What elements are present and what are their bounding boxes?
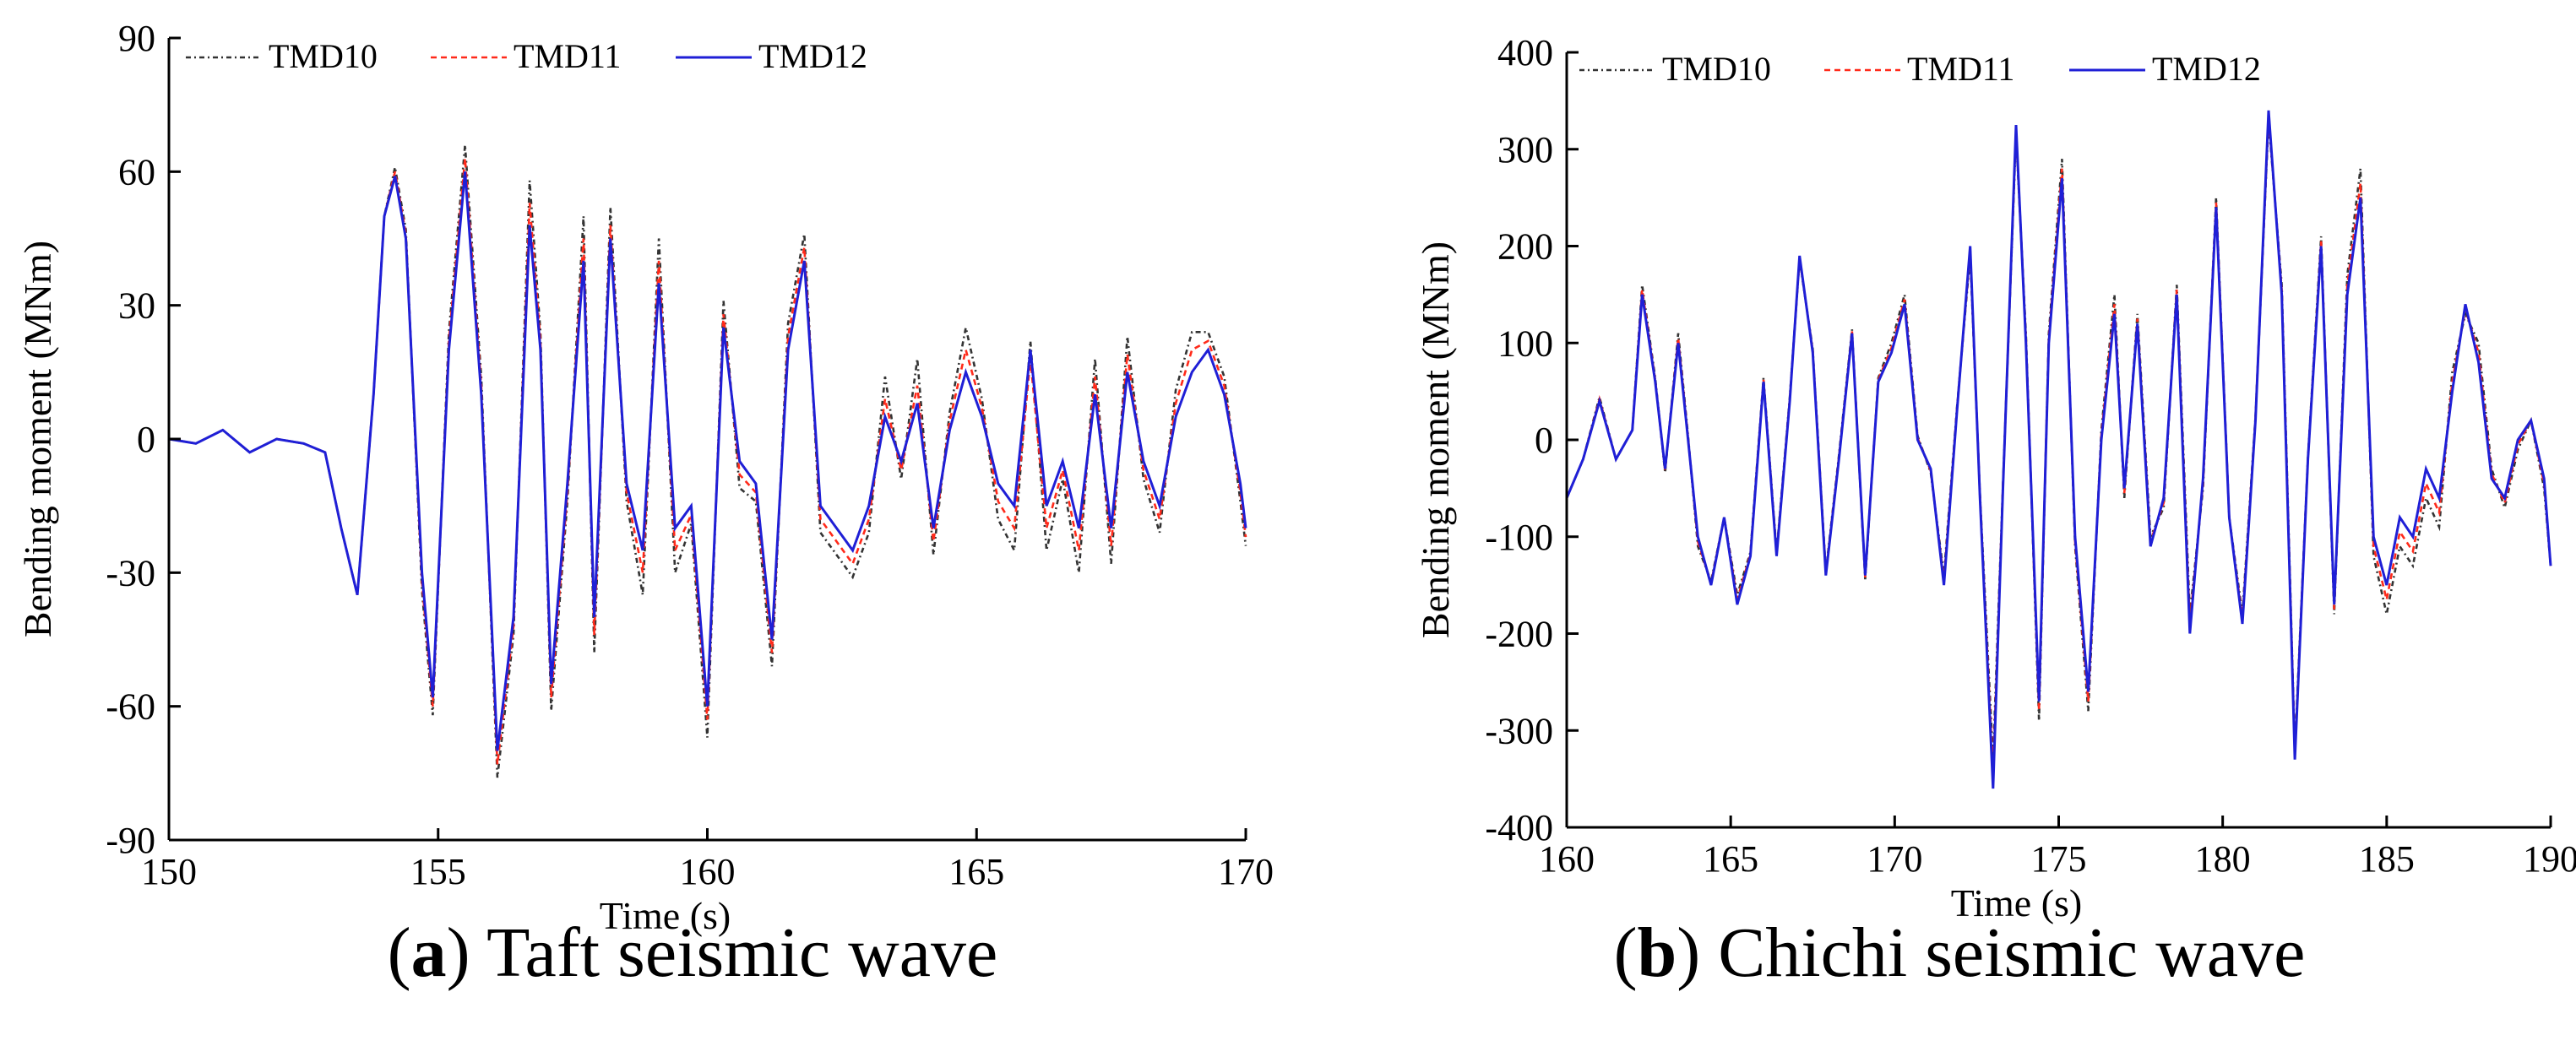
series-line-tmd12	[168, 171, 1247, 751]
y-tick-label: 300	[1497, 129, 1553, 171]
x-tick-label: 160	[680, 851, 736, 892]
x-tick-label: 185	[2359, 838, 2415, 880]
chart-taft: -90 -60 -30 0 30 60 90 150 155 160 165 170 Time (s) B…	[16, 18, 1274, 937]
y-tick-label: -100	[1485, 517, 1553, 558]
chart-chichi: -400 -300 -200 -100 0 100 200 300 400 160 165 170 17…	[1414, 32, 2576, 924]
caption-b: (b) Chichi seismic wave	[1613, 913, 2306, 992]
caption-b-text: Chichi seismic wave	[1718, 913, 2306, 992]
y-tick-label: 400	[1497, 32, 1553, 73]
legend-label-tmd10: TMD10	[1662, 50, 1771, 88]
legend-label-tmd11: TMD11	[1907, 50, 2014, 88]
y-tick-label: 90	[118, 18, 155, 59]
y-axis-label: Bending moment (MNm)	[16, 241, 59, 637]
x-axis-label: Time (s)	[1951, 881, 2083, 924]
y-tick-label: -300	[1485, 710, 1553, 751]
legend-label-tmd11: TMD11	[514, 37, 621, 75]
x-tick-label: 155	[410, 851, 466, 892]
caption-a-letter: a	[410, 913, 447, 992]
y-tick-label: 0	[137, 419, 155, 460]
y-tick-label: 200	[1497, 226, 1553, 268]
series-line-tmd10	[168, 144, 1247, 778]
legend-label-tmd12: TMD12	[2152, 50, 2261, 88]
x-tick-label: 180	[2195, 838, 2251, 880]
y-axis-label: Bending moment (MNm)	[1414, 241, 1457, 638]
x-tick-label: 150	[141, 851, 197, 892]
y-tick-label: -400	[1485, 807, 1553, 848]
x-tick-label: 170	[1218, 851, 1274, 892]
x-tick-label: 175	[2031, 838, 2087, 880]
y-tick-label: -200	[1485, 614, 1553, 655]
y-tick-label: -60	[106, 686, 155, 728]
y-tick-label: 100	[1497, 322, 1553, 364]
x-tick-label: 190	[2523, 838, 2576, 880]
x-axis-label: Time (s)	[600, 894, 731, 937]
y-tick-label: -90	[106, 820, 155, 861]
y-tick-label: 30	[118, 285, 155, 327]
y-tick-label: 60	[118, 151, 155, 192]
caption-a-text: Taft seismic wave	[486, 913, 998, 992]
series-line-tmd12	[1565, 110, 2552, 789]
x-tick-label: 160	[1539, 838, 1595, 880]
legend-label-tmd10: TMD10	[269, 37, 378, 75]
legend-label-tmd12: TMD12	[758, 37, 867, 75]
series-line-tmd11	[168, 158, 1247, 765]
x-tick-label: 170	[1867, 838, 1922, 880]
caption-a: (a) Taft seismic wave	[387, 913, 998, 992]
x-tick-label: 165	[948, 851, 1004, 892]
y-tick-label: 0	[1535, 420, 1553, 461]
x-tick-label: 165	[1703, 838, 1758, 880]
caption-b-letter: b	[1637, 913, 1677, 992]
y-tick-label: -30	[106, 552, 155, 593]
